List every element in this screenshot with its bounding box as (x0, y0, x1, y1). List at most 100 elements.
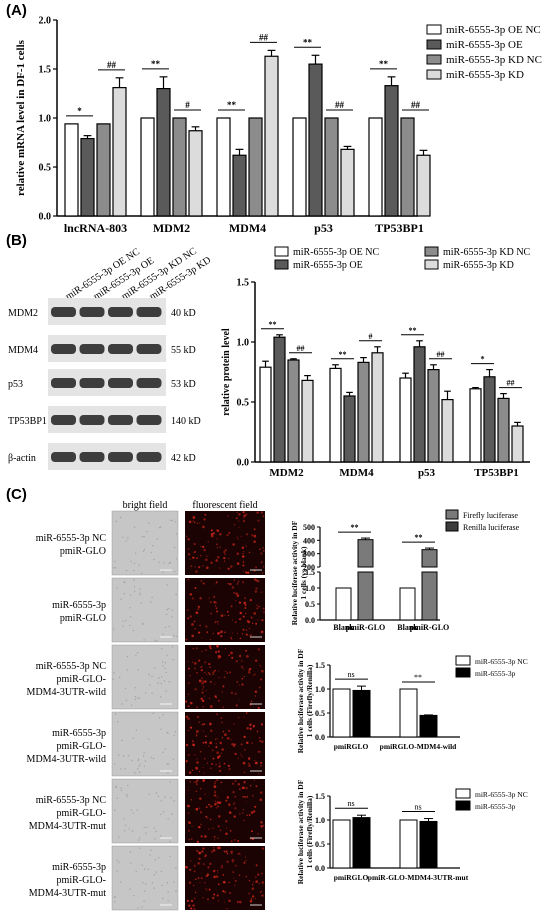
bright-field-cell (131, 759, 133, 762)
bar (419, 714, 438, 738)
bar (329, 367, 342, 463)
fluorescent-cell (194, 891, 197, 894)
bright-field-cell (146, 826, 148, 828)
fluorescent-cell (190, 799, 192, 801)
fluorescent-cell (251, 794, 254, 797)
fluorescent-cell (206, 898, 210, 901)
fluorescent-cell (230, 840, 233, 843)
fluorescent-cell (198, 807, 201, 809)
fluorescent-cell (237, 538, 239, 540)
fluorescent-cell (237, 716, 240, 719)
fluorescent-cell (199, 788, 202, 790)
bright-field-cell (162, 665, 164, 667)
bar (188, 130, 203, 217)
fluorescent-cell (227, 764, 230, 768)
fluorescent-cell (232, 619, 234, 621)
fluorescent-cell (209, 722, 212, 726)
bright-field-cell (126, 655, 129, 658)
fluorescent-cell (227, 614, 230, 617)
bright-field-cell (137, 907, 139, 909)
fluorescent-cell (209, 805, 213, 808)
kd-label: 40 kD (171, 308, 196, 319)
bright-field-cell (175, 593, 177, 596)
bright-field-cell (137, 768, 139, 770)
fluorescent-cell (260, 561, 263, 564)
category-label: pmiRGLO-MDM4-wild (380, 742, 457, 751)
blot-band (108, 378, 133, 388)
bright-field-cell (160, 682, 162, 685)
bright-field-cell (129, 607, 131, 609)
fluorescent-cell (234, 752, 237, 756)
fluorescent-cell (195, 611, 199, 615)
blot-band (51, 307, 76, 317)
fluorescent-cell (218, 801, 222, 805)
bright-field-cell (164, 748, 167, 750)
fluorescent-cell (196, 706, 198, 709)
fluorescent-cell (203, 518, 206, 521)
fluorescent-cell (226, 672, 229, 674)
fluorescent-cell (224, 647, 227, 649)
fluorescent-cell (189, 726, 193, 729)
bright-field-cell (127, 537, 129, 539)
y-axis-title: Relative luciferase activity in DF (296, 779, 305, 884)
fluorescent-cell (248, 892, 251, 895)
fluorescent-cell (196, 840, 199, 843)
bar (332, 819, 351, 869)
fluorescent-cell (227, 583, 229, 585)
bright-field-cell (166, 763, 168, 765)
fluorescent-cell (242, 552, 244, 555)
fluorescent-cell (204, 741, 208, 744)
fluorescent-cell (206, 762, 209, 764)
fluorescent-cell (217, 556, 220, 559)
fluorescent-cell (210, 767, 212, 769)
blot-band (51, 344, 76, 354)
bright-field-cell (158, 561, 160, 563)
fluorescent-cell (229, 565, 233, 568)
bright-field-cell (120, 881, 122, 883)
bright-field-cell (168, 681, 170, 683)
bright-field-cell (155, 792, 158, 794)
significance-mark: ** (227, 100, 237, 110)
bright-field-cell (144, 868, 146, 870)
fluorescent-cell (203, 772, 205, 774)
bar (308, 63, 323, 217)
significance-mark: ## (259, 32, 269, 42)
panel-c-label: (C) (6, 486, 27, 503)
bright-field-image (111, 510, 179, 576)
fluorescent-cell (235, 517, 238, 520)
condition-label: MDM4-3UTR-wild (27, 754, 106, 765)
bright-field-cell (125, 619, 127, 622)
fluorescent-cell (262, 607, 265, 610)
y-tick-label: 0.0 (315, 864, 325, 873)
fluorescent-cell (238, 617, 242, 621)
fluorescent-cell (260, 591, 263, 593)
fluorescent-cell (258, 736, 261, 739)
fluorescent-cell (239, 699, 241, 701)
fluorescent-cell (209, 705, 213, 708)
bright-field-cell (144, 890, 146, 892)
bright-field-cell (160, 813, 162, 816)
fluorescent-cell (217, 633, 219, 635)
bright-field-cell (173, 881, 175, 883)
fluorescent-cell (231, 638, 233, 640)
bright-field-cell (165, 613, 168, 615)
bright-field-cell (162, 751, 164, 753)
fluorescent-cell (222, 890, 225, 893)
fluorescent-cell (232, 871, 235, 874)
bright-field-cell (142, 755, 145, 757)
fluorescent-cell (228, 558, 230, 560)
fluorescent-cell (218, 846, 221, 850)
condition-label: pmiR-GLO- (57, 674, 106, 685)
bright-field-cell (143, 900, 145, 902)
category-label: TP53BP1 (375, 221, 424, 235)
fluorescent-cell (213, 600, 216, 603)
bright-field-cell (151, 596, 153, 599)
fluorescent-cell (213, 893, 216, 896)
bar (80, 137, 95, 217)
bright-field-cell (155, 640, 158, 642)
fluorescent-cell (193, 864, 196, 867)
fluorescent-cell (260, 723, 264, 726)
bright-field-cell (138, 697, 140, 699)
bright-field-cell (139, 847, 141, 849)
fluorescent-cell (189, 592, 193, 596)
